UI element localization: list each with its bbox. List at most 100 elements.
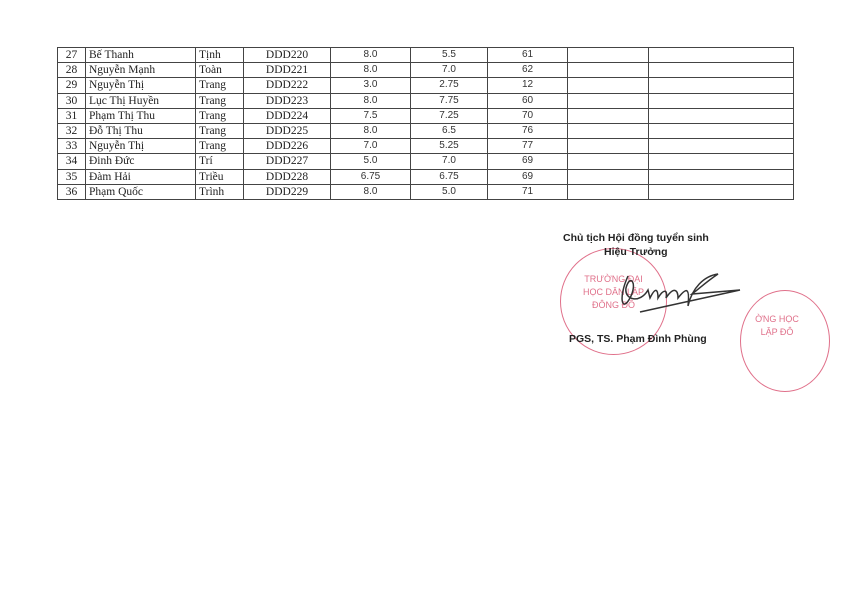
total-score: 69 xyxy=(487,168,568,185)
total-score: 77 xyxy=(487,138,568,155)
first-name: Trang xyxy=(195,122,244,140)
row-number: 34 xyxy=(57,153,86,170)
last-name: Nguyễn Thị xyxy=(85,138,196,155)
empty-cell xyxy=(567,138,649,155)
score-1: 8.0 xyxy=(330,183,411,200)
empty-cell xyxy=(567,153,649,170)
empty-cell xyxy=(648,153,794,170)
first-name: Trình xyxy=(195,183,244,200)
last-name: Lục Thị Huyền xyxy=(85,92,196,109)
empty-cell xyxy=(648,168,794,185)
table-row: 28 Nguyễn Mạnh Toàn DDD221 8.0 7.0 62 xyxy=(57,62,794,79)
last-name: Đinh Đức xyxy=(85,153,196,170)
table-row: 32 Đỗ Thị Thu Trang DDD225 8.0 6.5 76 xyxy=(57,122,794,140)
candidate-code: DDD225 xyxy=(243,122,331,140)
score-1: 5.0 xyxy=(330,153,411,170)
score-1: 8.0 xyxy=(330,62,411,79)
candidate-code: DDD227 xyxy=(243,153,331,170)
first-name: Tịnh xyxy=(195,46,244,64)
total-score: 61 xyxy=(487,46,568,64)
candidate-code: DDD226 xyxy=(243,138,331,155)
stamp-text-partial: ỜNG HỌC LẬP ĐÔ xyxy=(755,314,799,337)
last-name: Đỗ Thị Thu xyxy=(85,122,196,140)
empty-cell xyxy=(567,92,649,109)
score-1: 8.0 xyxy=(330,92,411,109)
candidate-code: DDD222 xyxy=(243,77,331,94)
empty-cell xyxy=(567,183,649,200)
empty-cell xyxy=(648,183,794,200)
last-name: Phạm Quốc xyxy=(85,183,196,200)
first-name: Triều xyxy=(195,168,244,185)
empty-cell xyxy=(648,62,794,79)
total-score: 12 xyxy=(487,77,568,94)
row-number: 28 xyxy=(57,62,86,79)
score-1: 8.0 xyxy=(330,46,411,64)
row-number: 33 xyxy=(57,138,86,155)
score-1: 7.5 xyxy=(330,107,411,124)
empty-cell xyxy=(648,138,794,155)
score-2: 6.5 xyxy=(410,122,488,140)
empty-cell xyxy=(648,92,794,109)
empty-cell xyxy=(567,46,649,64)
empty-cell xyxy=(648,122,794,140)
empty-cell xyxy=(648,46,794,64)
total-score: 69 xyxy=(487,153,568,170)
total-score: 60 xyxy=(487,92,568,109)
first-name: Trang xyxy=(195,107,244,124)
row-number: 36 xyxy=(57,183,86,200)
stamp-text: TRƯỜNG ĐẠI HỌC DÂN LẬP ĐÔNG ĐÔ xyxy=(582,274,644,310)
score-1: 7.0 xyxy=(330,138,411,155)
table-row: 35 Đàm Hải Triều DDD228 6.75 6.75 69 xyxy=(57,168,794,185)
last-name: Bế Thanh xyxy=(85,46,196,64)
empty-cell xyxy=(567,168,649,185)
first-name: Trí xyxy=(195,153,244,170)
total-score: 71 xyxy=(487,183,568,200)
official-stamp-partial: ỜNG HỌC LẬP ĐÔ xyxy=(740,290,830,392)
empty-cell xyxy=(567,122,649,140)
candidate-code: DDD220 xyxy=(243,46,331,64)
first-name: Trang xyxy=(195,77,244,94)
score-2: 7.25 xyxy=(410,107,488,124)
score-2: 6.75 xyxy=(410,168,488,185)
total-score: 62 xyxy=(487,62,568,79)
last-name: Nguyễn Thị xyxy=(85,77,196,94)
total-score: 70 xyxy=(487,107,568,124)
score-2: 7.0 xyxy=(410,62,488,79)
row-number: 30 xyxy=(57,92,86,109)
first-name: Trang xyxy=(195,92,244,109)
last-name: Đàm Hải xyxy=(85,168,196,185)
signature-title: Chủ tịch Hội đồng tuyển sinh xyxy=(563,232,709,244)
candidate-code: DDD224 xyxy=(243,107,331,124)
score-2: 7.0 xyxy=(410,153,488,170)
empty-cell xyxy=(648,77,794,94)
score-1: 3.0 xyxy=(330,77,411,94)
candidate-code: DDD221 xyxy=(243,62,331,79)
score-2: 2.75 xyxy=(410,77,488,94)
score-1: 8.0 xyxy=(330,122,411,140)
total-score: 76 xyxy=(487,122,568,140)
table-row: 29 Nguyễn Thị Trang DDD222 3.0 2.75 12 xyxy=(57,77,794,94)
signatory-name: PGS, TS. Phạm Đình Phùng xyxy=(569,333,707,345)
handwritten-signature xyxy=(621,273,741,313)
first-name: Toàn xyxy=(195,62,244,79)
empty-cell xyxy=(567,62,649,79)
last-name: Nguyễn Mạnh xyxy=(85,62,196,79)
empty-cell xyxy=(567,77,649,94)
score-2: 5.0 xyxy=(410,183,488,200)
score-2: 5.5 xyxy=(410,46,488,64)
row-number: 32 xyxy=(57,122,86,140)
row-number: 35 xyxy=(57,168,86,185)
empty-cell xyxy=(648,107,794,124)
table-row: 33 Nguyễn Thị Trang DDD226 7.0 5.25 77 xyxy=(57,138,794,155)
row-number: 31 xyxy=(57,107,86,124)
table-row: 34 Đinh Đức Trí DDD227 5.0 7.0 69 xyxy=(57,153,794,170)
candidate-code: DDD228 xyxy=(243,168,331,185)
table-row: 27 Bế Thanh Tịnh DDD220 8.0 5.5 61 xyxy=(57,46,794,64)
last-name: Phạm Thị Thu xyxy=(85,107,196,124)
empty-cell xyxy=(567,107,649,124)
table-row: 36 Phạm Quốc Trình DDD229 8.0 5.0 71 xyxy=(57,183,794,200)
official-stamp: TRƯỜNG ĐẠI HỌC DÂN LẬP ĐÔNG ĐÔ xyxy=(560,248,667,355)
score-2: 7.75 xyxy=(410,92,488,109)
candidate-code: DDD223 xyxy=(243,92,331,109)
score-1: 6.75 xyxy=(330,168,411,185)
